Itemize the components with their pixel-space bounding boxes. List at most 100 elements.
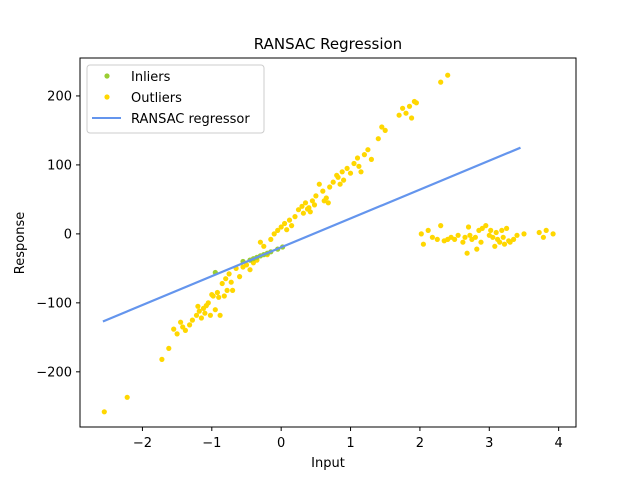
outliers-point: [434, 236, 440, 242]
outliers-point: [174, 331, 180, 337]
legend-label-ransac: RANSAC regressor: [131, 112, 250, 127]
outliers-point: [313, 193, 319, 199]
x-tick-label: 2: [416, 436, 424, 451]
outliers-point: [409, 115, 415, 121]
outliers-point: [344, 165, 350, 171]
x-tick-label: 4: [555, 436, 563, 451]
outliers-point: [300, 210, 306, 216]
outliers-point: [212, 307, 218, 313]
outliers-point: [323, 195, 329, 201]
outliers-point: [467, 232, 473, 238]
outliers-point: [341, 177, 347, 183]
y-tick-label: −200: [36, 365, 72, 380]
outliers-point: [278, 224, 284, 230]
axes-frame: [79, 57, 577, 428]
outliers-point: [268, 236, 274, 242]
outliers-point: [474, 246, 480, 252]
x-tick-label: −1: [202, 436, 221, 451]
outliers-point: [339, 169, 345, 175]
legend-label-inliers: Inliers: [131, 70, 171, 85]
outliers-point: [504, 225, 510, 231]
x-tick-label: 1: [346, 436, 354, 451]
x-axis-ticks: −2 −1 0 1 2 3 4: [133, 427, 563, 451]
outliers-point: [330, 179, 336, 185]
outliers-point: [413, 100, 419, 106]
outliers-point: [464, 250, 470, 256]
outliers-point: [492, 243, 498, 249]
outliers-point: [347, 170, 354, 176]
legend-marker-inliers: [104, 73, 110, 79]
outliers-point: [195, 303, 201, 309]
outliers-point: [257, 239, 263, 245]
outliers-point: [320, 188, 326, 194]
outliers-point: [479, 225, 485, 231]
series-layer: [101, 72, 556, 415]
plot-area: −2 −1 0 1 2 3 4 −200 −100 0 100 200: [36, 57, 577, 451]
outliers-point: [325, 200, 331, 206]
outliers-point: [351, 160, 357, 167]
outliers-point: [101, 409, 107, 415]
outliers-point: [182, 327, 188, 333]
outliers-point: [306, 205, 312, 211]
outliers-point: [403, 110, 409, 116]
outliers-point: [500, 234, 506, 240]
y-axis-label: Response: [13, 212, 28, 274]
x-axis-label: Input: [311, 456, 345, 471]
outliers-point: [361, 152, 367, 158]
legend: Inliers Outliers RANSAC regressor: [86, 64, 265, 134]
outliers-point: [166, 345, 172, 351]
outliers-point: [207, 312, 213, 318]
outliers-point: [354, 155, 361, 161]
outliers-point: [382, 127, 388, 133]
outliers-point: [193, 312, 200, 318]
outliers-point: [536, 229, 542, 236]
outliers-point: [478, 239, 484, 245]
outliers-point: [295, 207, 302, 213]
outliers-point: [335, 174, 341, 180]
outliers-point: [438, 223, 444, 229]
outliers-point: [510, 236, 517, 242]
outliers-point: [501, 241, 508, 247]
outliers-point: [483, 223, 489, 229]
outliers-point: [124, 394, 130, 400]
outliers-point: [226, 271, 232, 277]
outliers-point: [189, 317, 195, 323]
y-axis-ticks: −200 −100 0 100 200: [36, 89, 80, 380]
outliers-point: [514, 232, 520, 238]
outliers-point: [224, 287, 230, 293]
outliers-point: [460, 239, 466, 245]
ransac-regressor-line: [102, 146, 521, 323]
outliers-point: [396, 112, 402, 118]
outliers-point: [221, 293, 227, 299]
y-tick-label: −100: [36, 296, 72, 311]
outliers-point: [307, 209, 313, 215]
outliers-point: [216, 294, 222, 300]
outliers-point: [400, 105, 406, 111]
outliers-point: [178, 319, 184, 325]
outliers-point: [472, 234, 478, 240]
outliers-point: [550, 231, 556, 237]
outliers-point: [356, 163, 362, 169]
outliers-point: [368, 156, 374, 162]
x-tick-label: 3: [485, 436, 493, 451]
outliers-point: [159, 356, 165, 362]
outliers-point: [497, 239, 503, 245]
outliers-point: [187, 322, 193, 328]
y-tick-label: 0: [64, 227, 72, 242]
outliers-point: [316, 181, 322, 187]
chart-title: RANSAC Regression: [254, 35, 402, 53]
outliers-point: [493, 229, 499, 236]
outliers-point: [247, 267, 253, 273]
outliers-point: [309, 198, 315, 204]
outliers-point: [289, 223, 295, 229]
outliers-point: [228, 279, 234, 285]
outliers-point: [210, 293, 216, 299]
outliers-point: [499, 227, 505, 233]
outliers-point: [198, 315, 204, 321]
outliers-point: [243, 262, 250, 268]
outliers-point: [445, 72, 451, 78]
x-tick-label: −2: [133, 436, 152, 451]
outliers-point: [455, 232, 461, 238]
outliers-point: [261, 243, 267, 249]
